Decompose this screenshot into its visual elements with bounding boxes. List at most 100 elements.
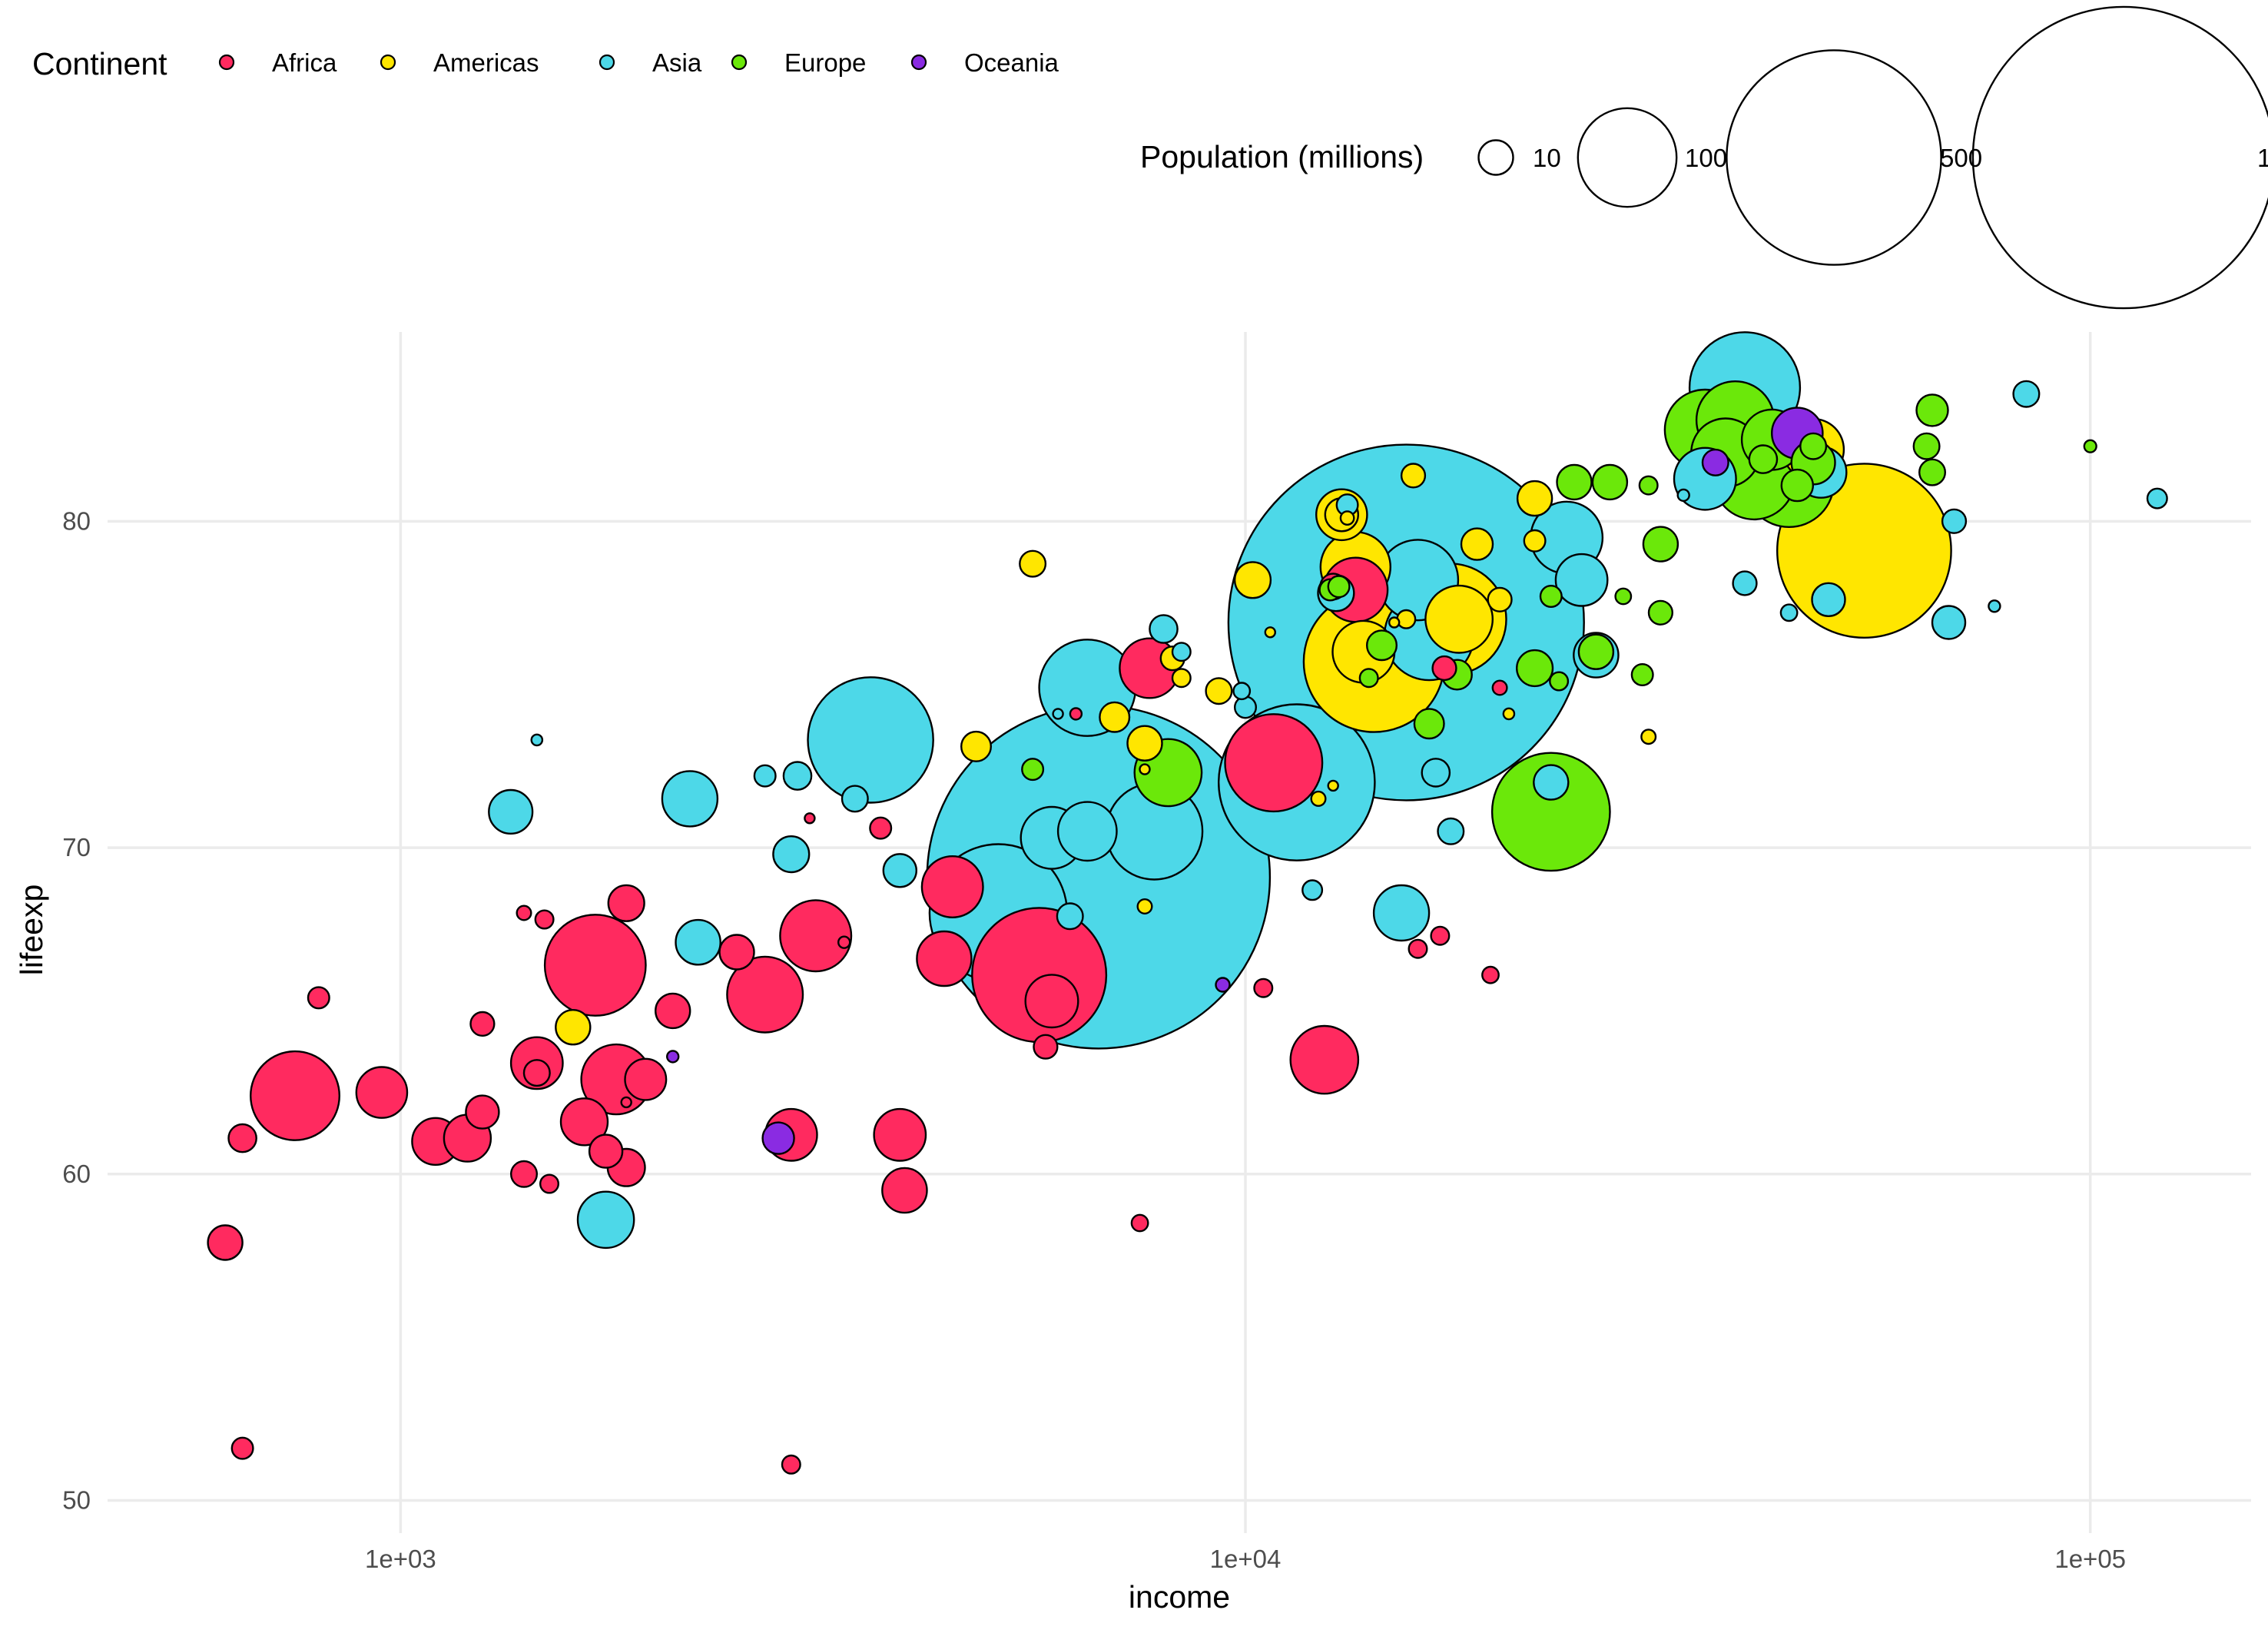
size-legend: Population (millions) 10 100 500 1 [1140, 5, 2268, 310]
bubble-americas [1460, 527, 1494, 561]
axis-tick-labels: 1e+03 1e+04 1e+05 50 60 70 80 [62, 506, 2126, 1573]
bubble-americas [1264, 626, 1277, 639]
bubble-americas [1388, 616, 1401, 629]
bubble-americas [1487, 586, 1513, 612]
bubble-europe [1799, 432, 1828, 460]
legend-label-europe: Europe [784, 48, 866, 77]
bubble-americas [1640, 729, 1657, 745]
bubble-asia [1988, 599, 2001, 613]
bubble-europe [1748, 444, 1779, 474]
bubble-americas [1339, 510, 1355, 526]
bubble-asia [1676, 488, 1690, 503]
legend-label-oceania: Oceania [964, 48, 1059, 77]
bubble-americas [1139, 763, 1151, 775]
bubble-africa [718, 934, 755, 971]
bubble-americas [1099, 701, 1131, 733]
bubble-africa [588, 1133, 624, 1169]
bubble-africa [873, 1107, 927, 1162]
bubble-africa [655, 992, 691, 1030]
bubble-africa [230, 1436, 254, 1460]
bubble-europe [1642, 526, 1679, 563]
legend-label-africa: Africa [272, 48, 337, 77]
legend-key-africa [218, 54, 235, 71]
bubble-africa [1069, 707, 1083, 721]
bubble-africa [1481, 965, 1500, 984]
bubble-europe [1638, 475, 1659, 496]
bubble-asia [1533, 764, 1570, 801]
bubble-africa [1408, 938, 1428, 959]
bubble-africa [920, 855, 984, 918]
bubble-asia [1421, 758, 1451, 788]
bubble-europe [1413, 708, 1445, 740]
bubble-africa [916, 930, 973, 987]
size-legend-circle [1726, 49, 1942, 266]
bubble-africa [465, 1094, 500, 1130]
bubble-europe [1630, 663, 1654, 687]
bubble-africa [534, 909, 555, 930]
bubble-europe [1647, 599, 1673, 626]
bubble-asia [1779, 603, 1799, 622]
bubble-europe [1327, 575, 1351, 599]
bubble-africa [624, 1057, 668, 1101]
bubble-asia [530, 733, 544, 747]
bubble-europe [1021, 758, 1045, 782]
bubble-oceania [761, 1121, 795, 1155]
bubble-americas [1400, 463, 1427, 489]
bubble-africa [779, 899, 853, 973]
bubble-asia [576, 1190, 635, 1250]
bubble-americas [1424, 584, 1494, 654]
bubble-europe [2083, 439, 2097, 453]
bubble-oceania [666, 1050, 680, 1064]
bubble-asia [782, 761, 813, 791]
bubble-americas [960, 730, 992, 762]
size-legend-circle [1971, 5, 2268, 310]
bubble-europe [1365, 629, 1398, 662]
size-legend-circle [1577, 107, 1678, 208]
bubble-americas [1327, 779, 1339, 792]
bubble-europe [1780, 468, 1815, 503]
bubble-asia [2012, 380, 2041, 408]
x-axis-title: income [1129, 1579, 1230, 1615]
bubble-africa [1491, 679, 1508, 696]
size-legend-title: Population (millions) [1140, 139, 1424, 174]
bubble-africa [307, 986, 330, 1010]
bubble-africa [516, 904, 532, 921]
bubble-africa [469, 1011, 496, 1037]
bubble-europe [1549, 671, 1570, 692]
bubble-africa [607, 884, 645, 922]
bubble-europe [1912, 432, 1941, 460]
bubble-americas [1126, 725, 1163, 762]
bubble-americas [555, 1008, 592, 1046]
bubble-europe [1614, 587, 1633, 606]
legend-label-americas: Americas [433, 48, 539, 77]
bubble-africa [227, 1123, 257, 1153]
bubble-africa [522, 1059, 551, 1087]
bubble-asia [1232, 682, 1252, 701]
bubble-europe [1591, 463, 1629, 501]
bubble-europe [1515, 649, 1554, 688]
bubble-africa [869, 816, 893, 840]
bubble-africa [250, 1050, 341, 1141]
bubble-asia [753, 764, 777, 788]
bubble-africa [1253, 977, 1274, 998]
bubble-asia [2146, 487, 2168, 509]
y-tick-label: 50 [62, 1486, 91, 1515]
bubble-asia [772, 835, 811, 874]
bubble-africa [1289, 1024, 1360, 1095]
bubble-europe [1918, 458, 1946, 486]
legend-key-oceania [910, 54, 927, 71]
bubble-africa [207, 1224, 244, 1261]
bubble-asia [1931, 605, 1967, 640]
color-legend: Continent Africa Americas Asia Europe Oceani… [32, 46, 1059, 81]
size-legend-circle [1477, 139, 1514, 176]
color-legend-title: Continent [32, 46, 167, 81]
legend-key-asia [598, 54, 615, 71]
size-legend-label: 10 [1533, 144, 1561, 172]
x-tick-label: 1e+04 [1210, 1545, 1282, 1573]
legend-label-asia: Asia [652, 48, 702, 77]
bubble-africa [837, 935, 851, 949]
size-legend-label: 500 [1940, 144, 1982, 172]
bubble-asia [1149, 614, 1179, 644]
bubble-asia [1554, 553, 1609, 607]
bubble-asia [841, 785, 869, 813]
